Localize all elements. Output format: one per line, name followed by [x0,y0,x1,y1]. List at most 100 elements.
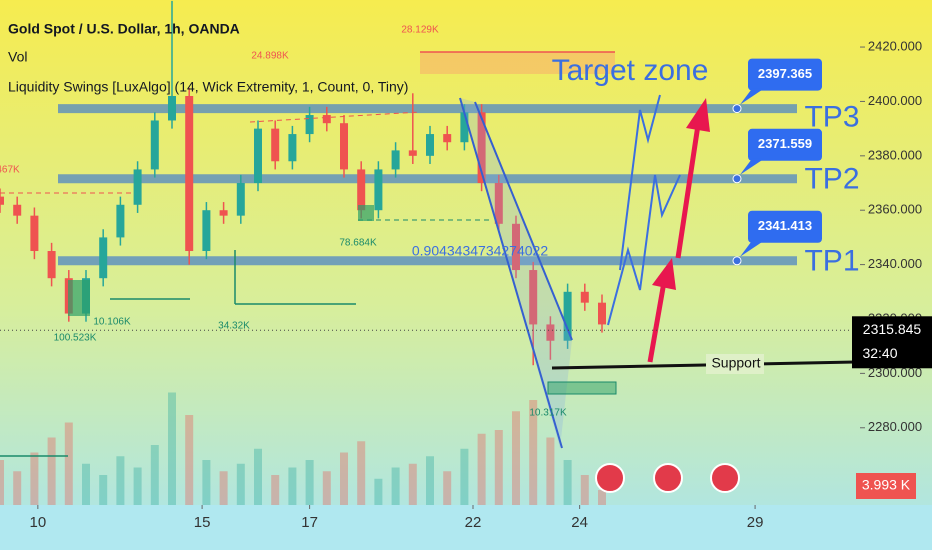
volume-bar [116,456,125,505]
liquidity-label: 78.684K [339,238,377,249]
volume-bar [202,460,211,505]
channel-fill [460,98,572,448]
support-line [551,360,856,370]
x-tick-label: 15 [194,514,211,531]
target-text: Target zone [552,54,709,87]
candle-body [580,291,589,303]
last-price-tag [852,316,932,369]
volume-bar [150,445,159,505]
volume-bar [391,467,400,505]
volume-bar [99,475,108,505]
tp-dot [732,104,742,114]
volume-tag [856,473,916,499]
volume-bar [374,478,383,505]
candle-body [254,128,262,184]
supply-box [420,52,615,74]
volume-bar [82,463,90,505]
candle-body [408,150,417,156]
volume-bar [185,415,194,505]
candle-body [529,270,538,325]
countdown: 32:40 [862,345,897,361]
candle-body [271,128,280,162]
candle-body [426,134,434,156]
tp-value: 2397.365 [758,66,812,81]
volume-bar [133,467,142,505]
channel-line [459,97,563,449]
volume-bar [13,471,22,505]
volume-bar [271,475,280,505]
volume-bar [598,490,606,505]
volume-bar [340,452,348,505]
volume-bar [546,437,555,505]
candle-body [99,237,108,279]
candle-body [13,204,22,216]
event-icons [595,463,740,493]
arrow-head [686,98,710,132]
liquidity-label: 467K [0,165,20,176]
volume-bar [580,475,589,505]
last-price-label: 2315.845 [863,321,922,337]
candle-body [563,291,572,341]
arrow [675,124,701,259]
tp-dot [732,174,742,184]
volume-bar [357,441,366,505]
event-icon [653,463,683,493]
liquidity-label: 34.32K [218,321,250,332]
volume-bar [219,471,228,505]
volume-bar [168,392,176,505]
volume-bar [64,422,73,505]
support-text: Support [711,355,760,371]
y-tick-label: 2420.000 [868,38,922,53]
tp-callout-tail [740,158,764,175]
tp-callout [748,210,822,243]
y-tick-label: 2400.000 [868,93,922,108]
demand-box [547,381,617,395]
liquidity-label: 28.129K [401,25,439,36]
candle-body [305,115,314,135]
volume-bar [30,452,39,505]
candle-body [494,183,503,224]
candle-body [443,134,452,143]
candle-body [219,210,228,216]
candle-body [598,302,606,325]
candle-body [546,324,555,341]
candle-body [460,112,469,143]
event-icon [710,463,740,493]
candle-body [30,215,39,252]
volume-bar [322,471,331,505]
tp-callout-tail [740,240,764,257]
tp-name: TP3 [804,101,859,134]
volume-bar [494,430,503,505]
demand-box [68,280,90,316]
x-tick-label: 10 [29,514,46,531]
candle-body [477,112,486,184]
channel-line [474,101,573,341]
candle-body [374,169,383,211]
tp-dot [732,256,742,266]
x-tick-label: 24 [571,514,588,531]
projection [619,94,661,271]
candle-body [150,120,159,170]
candle-body [116,204,125,238]
candle-body [202,210,211,252]
y-tick-label: 2300.000 [868,365,922,380]
candle-body [168,95,176,121]
candle-body [133,169,142,205]
x-tick-label: 17 [301,514,318,531]
candle-body [47,251,56,279]
volume-bar [443,471,452,505]
tp-callout [748,58,822,91]
volume-bar [563,460,572,505]
x-tick-label: 29 [747,514,764,531]
candle-body [185,95,194,252]
tp-value: 2371.559 [758,136,812,151]
x-axis-strip [0,505,932,550]
projection [607,174,681,326]
liquidity-label: 24.898K [251,51,289,62]
y-tick-label: 2340.000 [868,256,922,271]
candle-body [288,134,297,162]
chart-title: Gold Spot / U.S. Dollar, 1h, OANDA [8,21,240,37]
volume-bar [254,448,262,505]
tp-callout-tail [740,88,764,105]
